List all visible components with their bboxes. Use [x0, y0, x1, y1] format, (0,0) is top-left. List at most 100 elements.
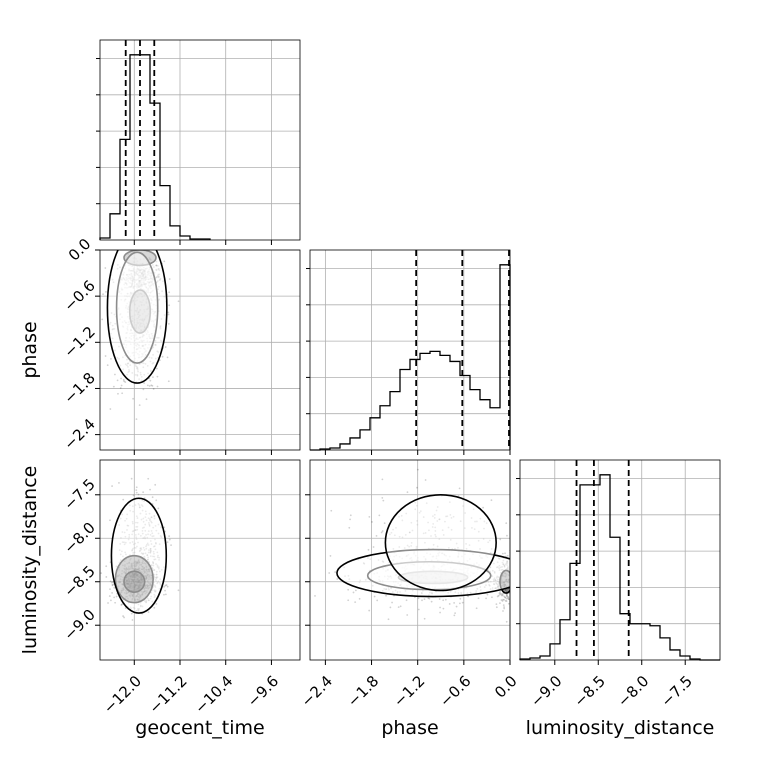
sample-point: [497, 594, 500, 597]
sample-point: [151, 384, 154, 387]
sample-point: [135, 418, 138, 420]
sample-point: [167, 313, 170, 316]
sample-point: [467, 595, 470, 598]
sample-point: [122, 378, 125, 381]
sample-point: [177, 300, 180, 303]
sample-point: [354, 601, 357, 603]
sample-point: [314, 595, 316, 597]
sample-point: [147, 477, 150, 480]
sample-point: [168, 538, 171, 541]
sample-point: [146, 384, 149, 387]
sample-point: [381, 478, 384, 481]
sample-point: [380, 531, 383, 534]
sample-point: [145, 398, 148, 401]
sample-point: [121, 603, 123, 606]
sample-point: [142, 388, 145, 391]
sample-point: [109, 519, 111, 522]
sample-point: [124, 381, 127, 383]
sample-point: [485, 597, 487, 600]
sample-point: [502, 593, 504, 595]
sample-point: [406, 614, 409, 616]
sample-point: [427, 597, 430, 600]
x-axis-title-luminosity-distance: luminosity_distance: [526, 717, 715, 739]
sample-point: [167, 322, 170, 325]
y-axis-title-luminosity-distance: luminosity_distance: [19, 466, 41, 655]
sample-point: [504, 596, 506, 599]
sample-point: [382, 499, 385, 502]
sample-point: [454, 612, 456, 614]
panel-background: [100, 40, 300, 240]
sample-point: [163, 593, 165, 596]
sample-point: [504, 589, 507, 591]
sample-point: [499, 538, 502, 541]
sample-point: [118, 482, 120, 484]
panel-plot-area: [314, 468, 510, 623]
sample-point: [132, 494, 135, 497]
sample-point: [349, 518, 351, 521]
sample-point: [444, 598, 447, 601]
sample-point: [500, 593, 503, 596]
sample-point: [416, 486, 418, 489]
sample-point: [507, 598, 510, 600]
sample-point: [166, 541, 169, 544]
sample-point: [154, 483, 157, 486]
sample-point: [500, 599, 503, 601]
sample-point: [453, 614, 456, 617]
sample-point: [506, 554, 509, 557]
hist-panel-luminosity-distance: [516, 459, 721, 665]
sample-point: [397, 606, 400, 609]
sample-point: [329, 555, 332, 557]
sample-point: [505, 590, 508, 593]
sample-point: [123, 380, 126, 383]
sample-point: [155, 367, 158, 370]
sample-point: [149, 488, 151, 491]
sample-point: [164, 346, 167, 348]
sample-point: [105, 576, 108, 578]
sample-point: [439, 606, 441, 609]
sample-point: [505, 600, 508, 603]
histogram-step-line: [310, 264, 511, 451]
sample-point: [504, 552, 506, 555]
density-contour: [384, 493, 497, 592]
panel-frame: [99, 459, 301, 661]
sample-point: [177, 589, 180, 592]
sample-point: [417, 608, 420, 611]
sample-point: [381, 497, 384, 499]
sample-point: [358, 597, 361, 600]
sample-point: [504, 589, 507, 592]
sample-point: [334, 571, 337, 573]
x-axis-title-phase: phase: [381, 717, 438, 739]
sample-point: [501, 600, 504, 602]
sample-point: [406, 491, 409, 494]
sample-point: [381, 530, 384, 532]
hist-panel-phase: [306, 249, 511, 455]
sample-point: [375, 534, 378, 537]
sample-point: [157, 507, 160, 510]
sample-point: [131, 619, 134, 621]
sample-point: [109, 408, 112, 410]
sample-point: [499, 592, 502, 595]
sample-point: [499, 593, 501, 596]
sample-point: [352, 591, 355, 594]
sample-point: [166, 356, 169, 359]
panel-frame: [99, 39, 301, 241]
y-axis-title-phase: phase: [19, 321, 41, 378]
sample-point: [458, 602, 461, 605]
sample-point: [105, 565, 108, 568]
sample-point: [110, 357, 112, 360]
sample-point: [477, 597, 480, 600]
sample-point: [506, 588, 508, 591]
panel-plot-area: [101, 250, 180, 420]
sample-point: [104, 355, 107, 357]
sample-point: [165, 584, 168, 586]
sample-point: [508, 598, 510, 601]
sample-point: [505, 597, 508, 600]
sample-point: [495, 603, 498, 606]
sample-point: [122, 615, 124, 617]
sample-point: [168, 535, 171, 538]
sample-point: [115, 595, 118, 598]
sample-point: [112, 385, 115, 388]
sample-point: [438, 598, 441, 600]
sample-point: [109, 580, 112, 583]
